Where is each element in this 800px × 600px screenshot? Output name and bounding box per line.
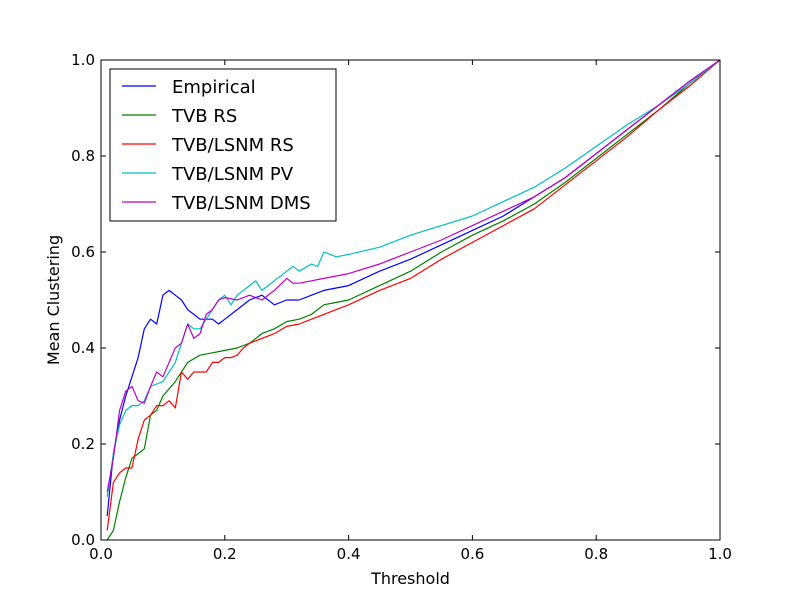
y-tick-label-0: 0.0 (71, 531, 95, 549)
legend-label-2: TVB RS (171, 106, 237, 127)
x-tick-label-1: 0.2 (213, 545, 237, 563)
y-tick-label-5: 1.0 (71, 51, 95, 69)
series-line-2 (106, 59, 721, 541)
y-tick-label-1: 0.2 (71, 435, 95, 453)
plot-frame (100, 59, 721, 541)
legend-label-4: TVB/LSNM PV (171, 164, 294, 185)
x-tick-label-0: 0.0 (89, 545, 113, 563)
x-tick-label-3: 0.6 (460, 545, 484, 563)
series-layer (106, 59, 721, 541)
y-tick-label-4: 0.8 (71, 147, 95, 165)
y-axis-label: Mean Clustering (44, 235, 63, 365)
x-tick-label-5: 1.0 (708, 545, 732, 563)
legend-box (109, 68, 337, 222)
y-tick-label-3: 0.6 (71, 243, 95, 261)
legend: Empirical TVB RS TVB/LSNM RS TVB/LSNM PV TVB… (109, 68, 337, 222)
series-line-1 (106, 59, 721, 517)
series-line-4 (106, 59, 721, 497)
legend-label-5: TVB/LSNM DMS (171, 193, 311, 214)
x-axis-label: Threshold (370, 569, 450, 588)
x-tick-label-2: 0.4 (337, 545, 361, 563)
y-tick-label-2: 0.4 (71, 339, 95, 357)
series-line-5 (106, 59, 721, 493)
x-tick-label-4: 0.8 (584, 545, 608, 563)
legend-label-3: TVB/LSNM RS (171, 135, 294, 156)
legend-label-1: Empirical (172, 77, 256, 98)
ticks-layer: 0.0 0.2 0.4 0.6 0.8 1.0 0.0 0.2 0.4 0.6 0.8 1.0 (71, 51, 732, 563)
series-line-3 (106, 59, 721, 531)
